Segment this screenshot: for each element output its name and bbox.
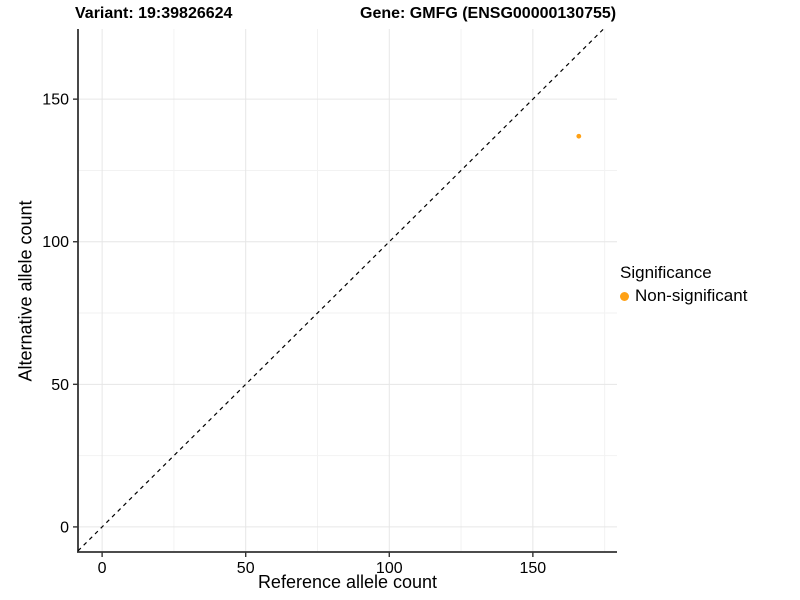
legend-title: Significance: [620, 263, 712, 282]
data-point-non-significant: [576, 133, 582, 139]
x-tick-label: 0: [98, 560, 107, 577]
major-gridlines: [78, 29, 617, 552]
identity-line: [77, 28, 604, 552]
x-tick-label: 150: [520, 560, 547, 577]
plot-title-gene: Gene: GMFG (ENSG00000130755): [360, 5, 617, 22]
y-tick-label: 150: [42, 92, 69, 109]
x-tick-label: 50: [237, 560, 255, 577]
axis-lines: [77, 29, 617, 553]
legend-swatch-icon: [620, 291, 629, 301]
identity-dashed-line: [77, 28, 604, 552]
x-tick-label: 100: [376, 560, 403, 577]
x-axis-title: Reference allele count: [257, 572, 438, 592]
minor-gridlines: [78, 29, 617, 552]
legend-item-non-significant: Non-significant: [620, 286, 747, 306]
y-tick-label: 100: [42, 234, 69, 251]
y-axis-title: Alternative allele count: [15, 200, 36, 382]
plot-title-variant: Variant: 19:39826624: [75, 5, 233, 22]
axis-tick-labels: 0 50 100 150 0 50 100 150: [42, 92, 546, 577]
legend-item-label: Non-significant: [635, 286, 748, 305]
axis-tick-marks: [73, 98, 534, 557]
y-tick-label: 0: [60, 519, 69, 536]
legend: Significance Non-significant: [620, 263, 747, 306]
data-points: [576, 133, 582, 139]
y-tick-label: 50: [51, 377, 69, 394]
